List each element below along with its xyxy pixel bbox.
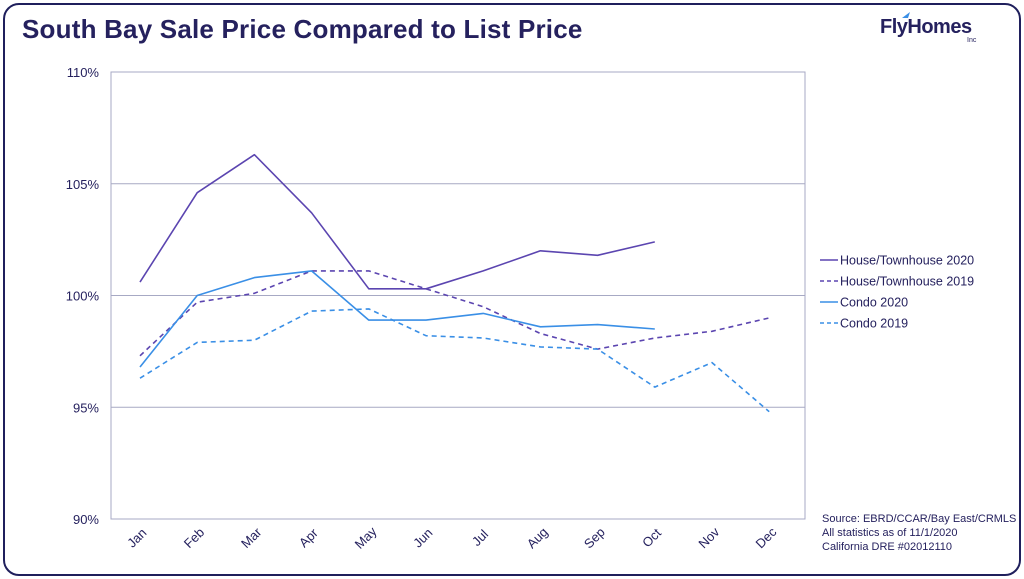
series-line — [139, 270, 655, 368]
brand-logo: FlyHomes — [880, 16, 972, 38]
legend-label: Condo 2019 — [840, 317, 908, 331]
y-tick-label: 95% — [73, 400, 99, 415]
source-line: All statistics as of 11/1/2020 — [822, 527, 958, 539]
source-note: Source: EBRD/CCAR/Bay East/CRMLS All sta… — [822, 512, 1016, 554]
x-tick-label: May — [352, 523, 380, 551]
y-tick-label: 90% — [73, 512, 99, 527]
chart-title: South Bay Sale Price Compared to List Pr… — [22, 14, 583, 44]
x-tick-label: Apr — [296, 525, 321, 550]
x-tick-label: Feb — [181, 525, 207, 551]
source-line: Source: EBRD/CCAR/Bay East/CRMLS — [822, 513, 1017, 525]
x-tick-label: Oct — [639, 525, 664, 550]
plot-area-border — [110, 71, 806, 520]
x-tick-label: Nov — [695, 524, 722, 551]
legend-label: House/Townhouse 2020 — [840, 254, 974, 268]
series-line — [139, 308, 770, 413]
brand-logo-sub: Inc — [967, 37, 977, 44]
x-tick-label: Mar — [238, 524, 265, 551]
series-line — [139, 153, 655, 290]
y-tick-label: 110% — [67, 65, 100, 80]
x-tick-label: Jun — [410, 525, 435, 550]
x-tick-label: Dec — [753, 524, 780, 551]
legend-label: House/Townhouse 2019 — [840, 275, 974, 289]
x-tick-label: Jan — [124, 525, 149, 550]
legend-label: Condo 2020 — [840, 296, 908, 310]
logo-mark-icon — [902, 12, 910, 18]
x-tick-label: Sep — [581, 524, 608, 551]
series-line — [139, 270, 770, 357]
y-tick-label: 105% — [66, 177, 100, 192]
source-line: California DRE #02012110 — [822, 541, 953, 553]
x-tick-label: Jul — [469, 527, 491, 549]
x-tick-label: Aug — [524, 524, 551, 551]
y-tick-label: 100% — [66, 289, 100, 304]
chart-frame — [3, 3, 1021, 576]
